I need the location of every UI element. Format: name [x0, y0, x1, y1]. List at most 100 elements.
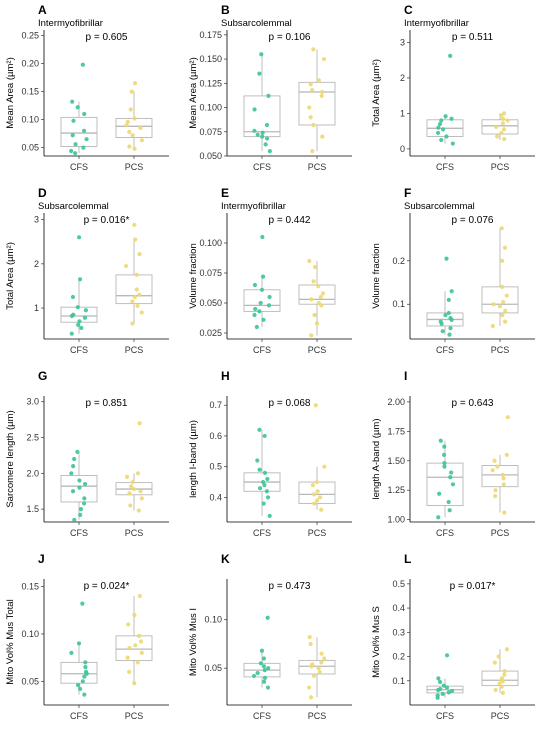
x-tick-label: PCS [125, 345, 144, 355]
y-tick-label: 0.4 [209, 492, 222, 502]
panel-letter: G [38, 369, 47, 383]
data-point-cfs [267, 294, 272, 300]
y-tick-label: 0 [400, 144, 405, 154]
data-point-cfs [442, 444, 447, 449]
data-point-pcs [139, 310, 144, 315]
y-tick-label: 0.25 [21, 31, 39, 41]
data-point-pcs [135, 303, 140, 308]
data-point-cfs [440, 127, 446, 132]
data-point-cfs [259, 648, 265, 653]
data-point-cfs [261, 317, 266, 322]
data-point-pcs [504, 647, 510, 652]
panel-letter: F [404, 186, 411, 200]
data-point-pcs [311, 279, 316, 284]
data-point-pcs [133, 237, 138, 242]
y-tick-label: 0.2 [392, 652, 405, 662]
data-point-cfs [447, 508, 452, 513]
x-tick-label: CFS [436, 711, 454, 721]
x-tick-label: CFS [253, 345, 271, 355]
data-point-pcs [317, 669, 322, 675]
data-point-cfs [267, 149, 272, 154]
data-point-cfs [258, 661, 263, 666]
data-point-cfs [84, 137, 89, 142]
y-tick-label: 1.25 [387, 485, 405, 495]
data-point-pcs [496, 654, 501, 659]
data-point-cfs [80, 601, 85, 606]
data-point-pcs [134, 272, 139, 277]
p-value-label: p = 0.106 [269, 32, 311, 43]
data-point-pcs [130, 133, 135, 138]
data-point-cfs [77, 277, 83, 282]
data-point-cfs [82, 496, 87, 501]
data-point-cfs [254, 324, 259, 330]
panel-subtitle: Subsarcolemmal [38, 201, 109, 212]
data-point-pcs [137, 292, 142, 297]
data-point-cfs [69, 471, 74, 476]
data-point-pcs [309, 333, 314, 338]
p-value-label: p = 0.017* [450, 581, 496, 592]
data-point-cfs [81, 145, 86, 150]
data-point-pcs [137, 421, 142, 426]
data-point-pcs [319, 651, 324, 656]
data-point-pcs [128, 503, 133, 508]
data-point-pcs [502, 245, 508, 250]
data-point-cfs [82, 111, 87, 117]
data-point-pcs [139, 650, 144, 655]
data-point-cfs [252, 128, 257, 133]
data-point-pcs [308, 115, 313, 120]
data-point-pcs [493, 687, 498, 693]
data-point-pcs [499, 130, 504, 136]
data-point-cfs [442, 461, 447, 466]
data-point-cfs [437, 121, 443, 127]
data-point-pcs [316, 78, 321, 83]
data-point-pcs [500, 313, 505, 318]
panel-k: Kp = 0.473 0.05 0.10 CFS PCS Mito Vol% Mus I [188, 552, 352, 721]
data-point-cfs [257, 71, 262, 76]
data-point-cfs [265, 495, 271, 500]
data-point-pcs [502, 136, 507, 142]
data-point-cfs [76, 322, 81, 327]
x-tick-label: PCS [125, 162, 144, 172]
data-point-cfs [266, 666, 271, 671]
data-point-pcs [307, 685, 312, 690]
data-point-pcs [319, 660, 324, 665]
data-point-cfs [265, 615, 270, 620]
data-point-cfs [261, 664, 266, 669]
data-point-cfs [82, 315, 88, 320]
y-tick-label: 0.1 [392, 299, 405, 309]
y-axis-label: Mean Area (µm²) [5, 57, 16, 128]
data-point-pcs [309, 664, 314, 669]
data-point-cfs [444, 256, 449, 261]
data-point-cfs [75, 105, 80, 110]
data-point-cfs [262, 483, 267, 488]
y-tick-label: 0.05 [21, 143, 39, 153]
data-point-cfs [442, 464, 447, 469]
data-point-pcs [130, 321, 135, 326]
data-point-pcs [130, 299, 135, 304]
data-point-pcs [500, 116, 506, 121]
data-point-pcs [127, 129, 132, 135]
data-point-pcs [497, 304, 503, 309]
data-point-pcs [312, 264, 318, 270]
data-point-pcs [500, 472, 505, 477]
p-value-label: p = 0.024* [84, 581, 130, 592]
data-point-cfs [261, 656, 267, 661]
x-tick-label: PCS [491, 162, 510, 172]
y-tick-label: 0.6 [209, 431, 222, 441]
data-point-cfs [436, 676, 441, 681]
x-tick-label: CFS [70, 711, 88, 721]
data-point-cfs [257, 486, 263, 491]
y-tick-label: 1.50 [387, 456, 405, 466]
data-point-cfs [439, 137, 444, 143]
x-tick-label: PCS [308, 345, 327, 355]
x-tick-label: PCS [308, 162, 327, 172]
y-tick-label: 0.15 [21, 87, 39, 97]
data-point-cfs [71, 464, 76, 469]
y-tick-label: 1 [400, 108, 405, 118]
data-point-cfs [262, 433, 267, 439]
data-point-cfs [252, 312, 257, 318]
data-point-pcs [492, 660, 497, 665]
